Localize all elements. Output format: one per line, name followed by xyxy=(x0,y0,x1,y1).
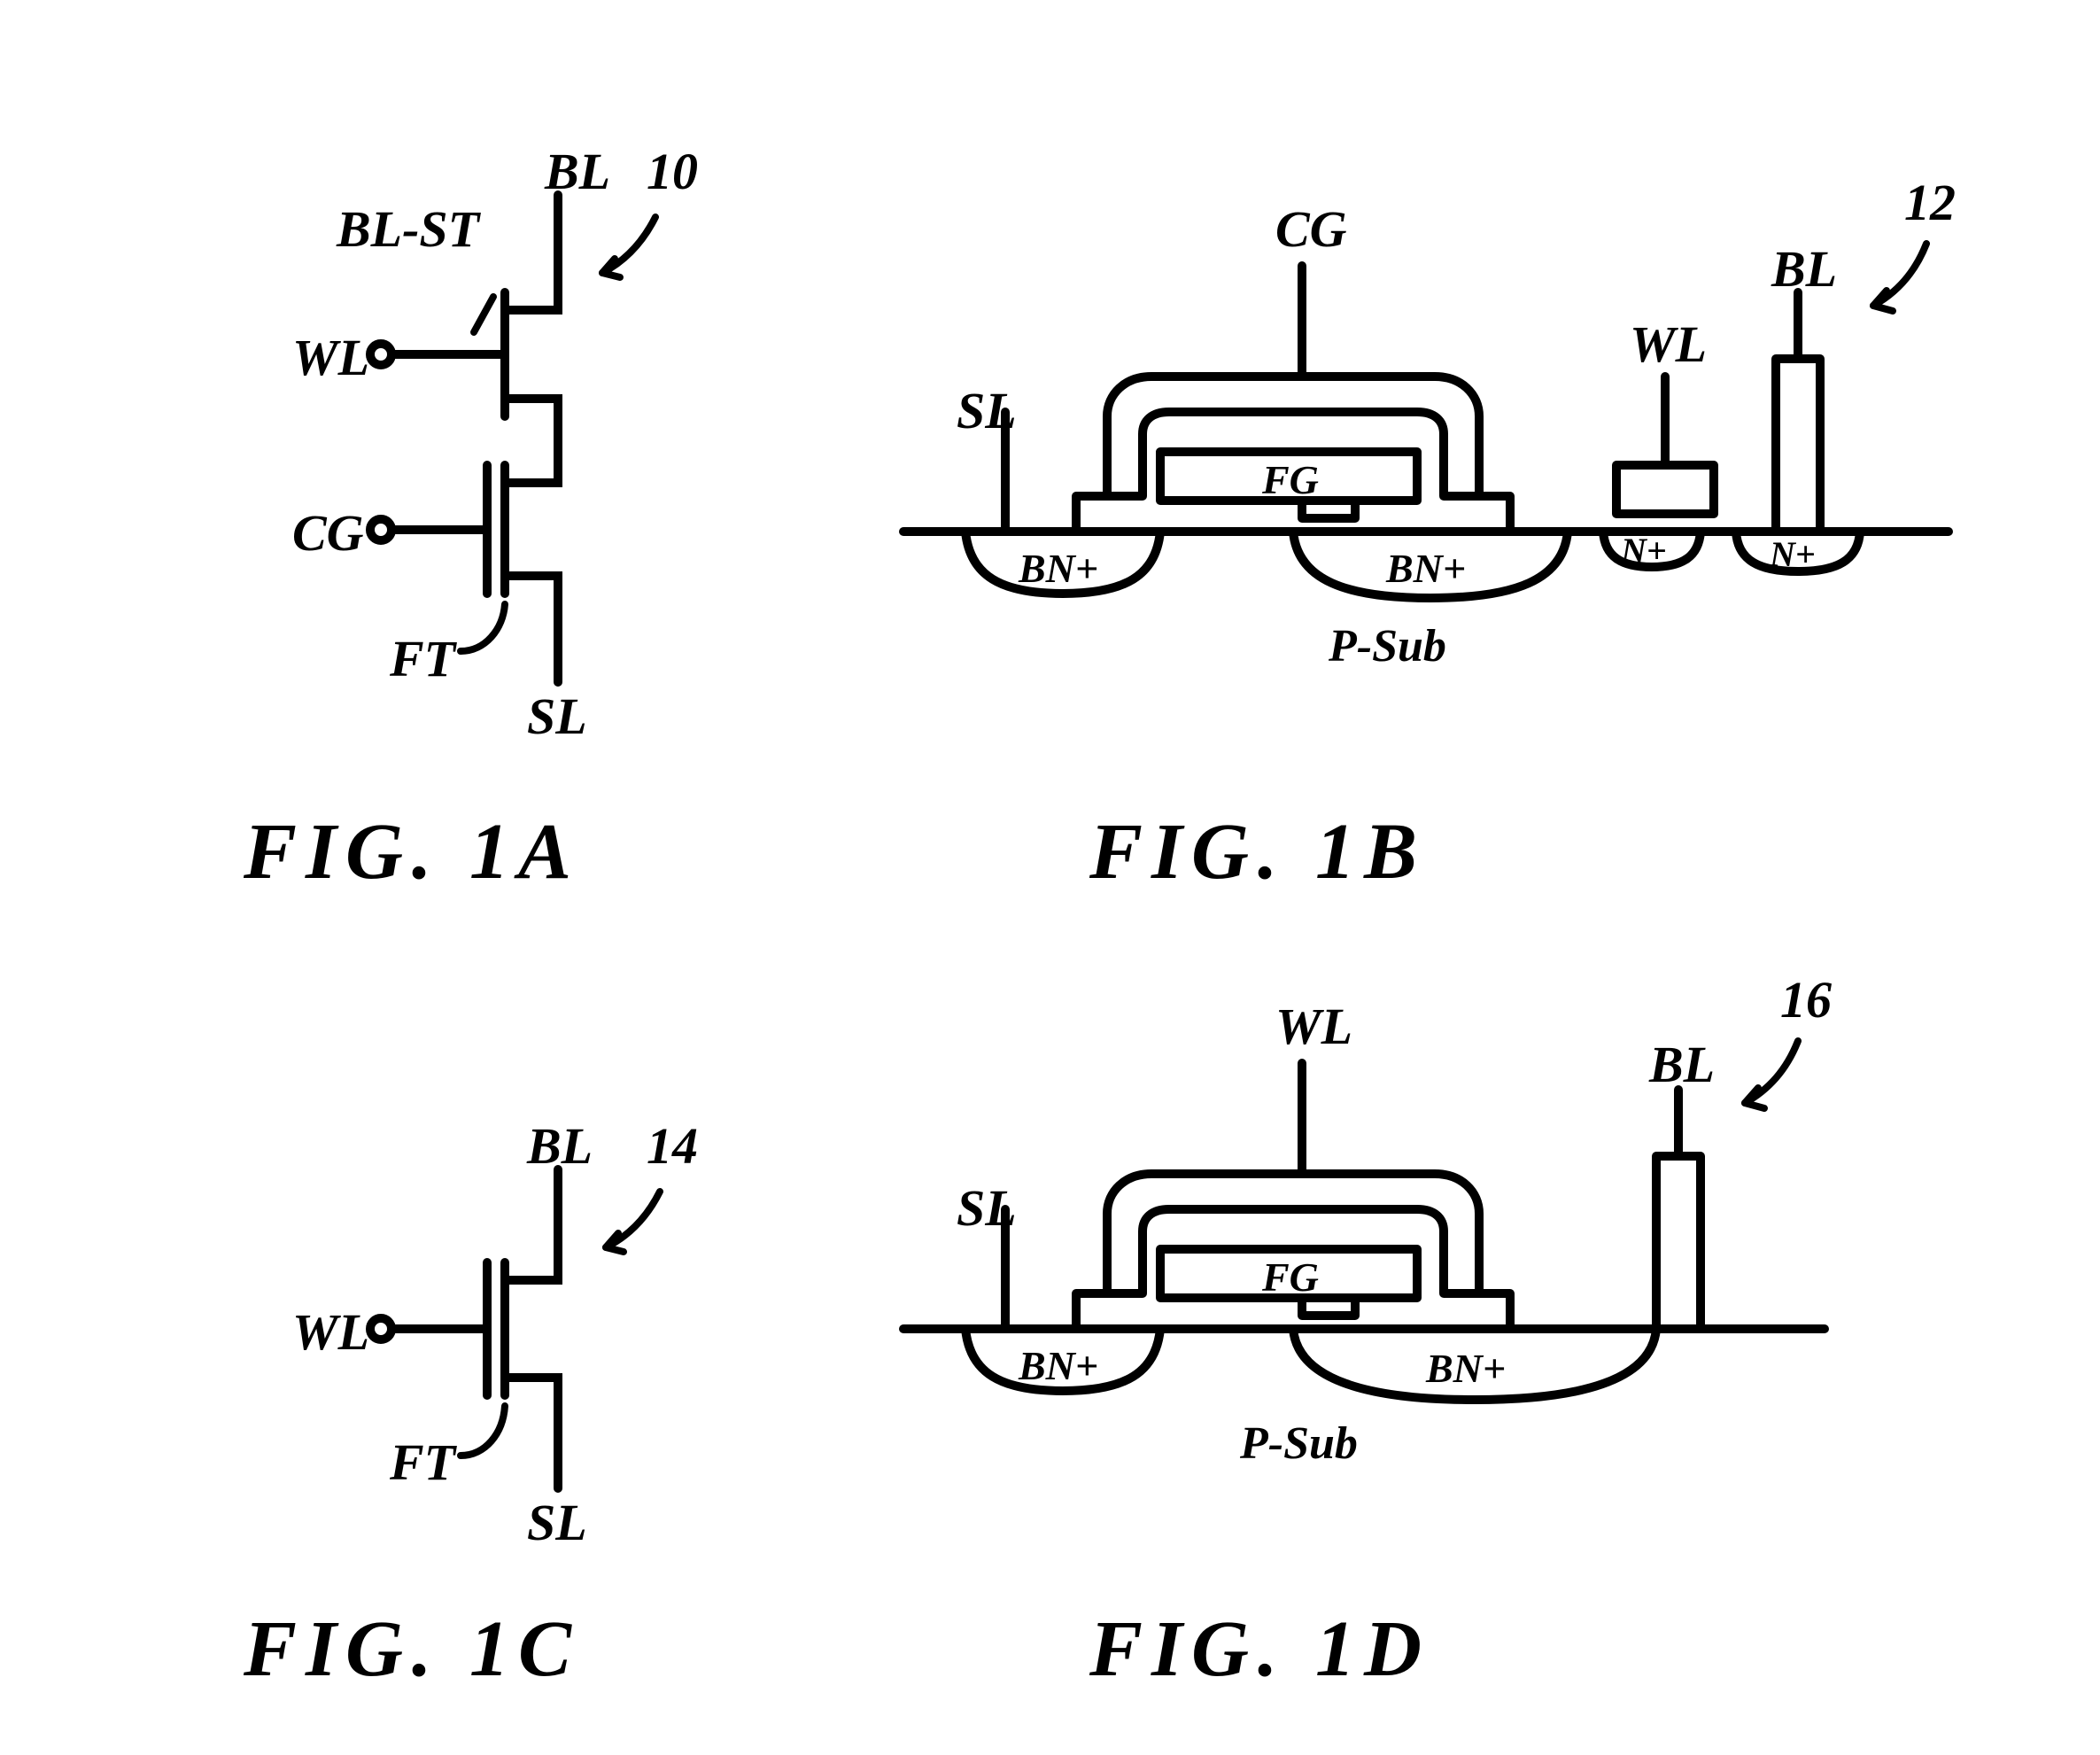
fig-1d-label-bn1: BN+ xyxy=(1019,1342,1098,1389)
fig-1a-label-sl: SL xyxy=(527,687,587,746)
fig-1d-ref: 16 xyxy=(1780,970,1832,1029)
fig-1a-label-wl: WL xyxy=(292,328,369,387)
fig-1a-label-ft: FT xyxy=(390,629,455,688)
fig-1c-caption: FIG. 1C xyxy=(244,1604,580,1695)
fig-1b-label-bn1: BN+ xyxy=(1019,545,1098,592)
fig-1a-label-blst: BL-ST xyxy=(337,199,479,259)
page: BL BL-ST WL CG FT SL 10 FIG. 1A CG WL BL… xyxy=(0,0,2100,1755)
fig-1a-label-bl: BL xyxy=(545,142,610,201)
fig-1b-label-n2: N+ xyxy=(1770,533,1816,575)
fig-1d-label-fg: FG xyxy=(1262,1254,1319,1301)
fig-1d-label-bn2: BN+ xyxy=(1426,1345,1506,1392)
fig-1c-ref: 14 xyxy=(647,1116,698,1176)
fig-1c-label-sl: SL xyxy=(527,1493,587,1552)
fig-1c-label-bl: BL xyxy=(527,1116,593,1176)
fig-1b-caption: FIG. 1B xyxy=(1089,806,1426,897)
fig-1c-label-ft: FT xyxy=(390,1433,455,1492)
fig-1d-label-wl: WL xyxy=(1275,997,1352,1056)
fig-1b-label-psub: P-Sub xyxy=(1329,620,1446,672)
fig-1b-label-bl: BL xyxy=(1771,239,1837,299)
fig-1a-label-cg: CG xyxy=(292,503,364,563)
fig-1a-ref: 10 xyxy=(647,142,698,201)
fig-1d-caption: FIG. 1D xyxy=(1089,1604,1430,1695)
fig-1b-label-bn2: BN+ xyxy=(1386,545,1466,592)
fig-1d-label-bl: BL xyxy=(1649,1035,1715,1094)
fig-1b-label-fg: FG xyxy=(1262,456,1319,503)
fig-1d-label-sl: SL xyxy=(957,1178,1017,1238)
fig-1b-ref: 12 xyxy=(1904,173,1956,232)
fig-1b-label-wl: WL xyxy=(1630,315,1707,374)
fig-1d-label-psub: P-Sub xyxy=(1240,1417,1358,1470)
fig-1b-label-sl: SL xyxy=(957,381,1017,440)
fig-1c-label-wl: WL xyxy=(292,1302,369,1362)
fig-1b-label-n1: N+ xyxy=(1621,530,1667,571)
fig-1b-label-cg: CG xyxy=(1275,199,1347,259)
fig-1a-caption: FIG. 1A xyxy=(244,806,580,897)
